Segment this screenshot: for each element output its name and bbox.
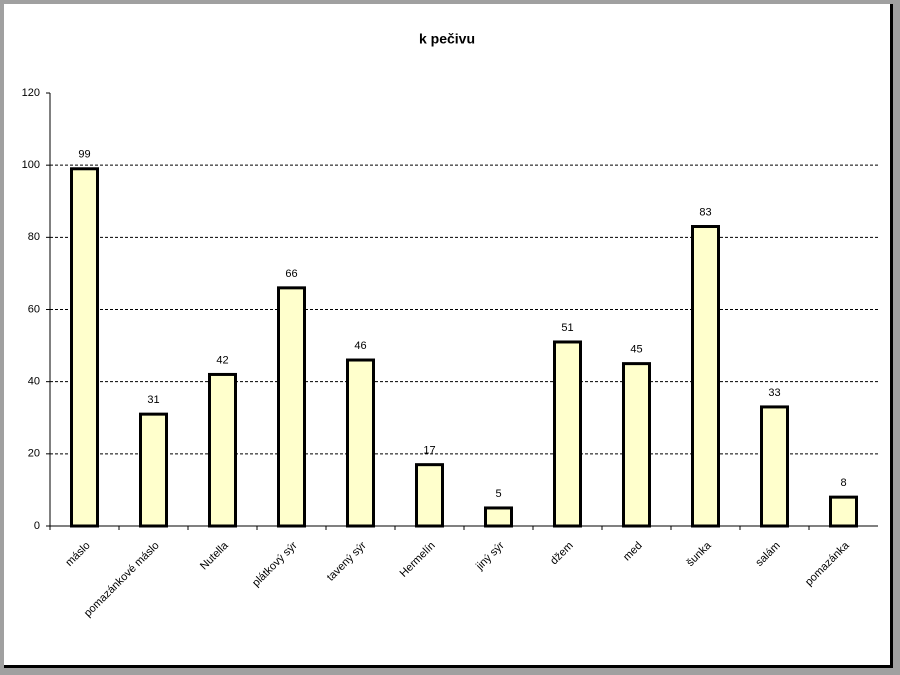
bar: [829, 495, 858, 528]
bar: [70, 167, 99, 528]
y-tick-label: 120: [22, 87, 40, 99]
bar: [346, 358, 375, 528]
value-label: 83: [699, 206, 711, 218]
bar: [691, 225, 720, 528]
bar: [139, 412, 168, 528]
frame-inner: [4, 4, 890, 665]
value-label: 17: [423, 445, 435, 457]
y-tick-label: 20: [28, 448, 40, 460]
bar: [622, 362, 651, 528]
value-label: 33: [768, 387, 780, 399]
bar: [484, 506, 513, 528]
bar: [208, 372, 237, 528]
value-label: 8: [840, 477, 846, 489]
y-tick-label: 80: [28, 231, 40, 243]
y-tick-label: 100: [22, 159, 40, 171]
value-label: 46: [354, 340, 366, 352]
y-tick-label: 0: [34, 520, 40, 532]
bar: [760, 405, 789, 528]
bar: [277, 286, 306, 528]
value-label: 31: [147, 394, 159, 406]
value-label: 99: [78, 149, 90, 161]
y-tick-label: 40: [28, 376, 40, 388]
value-label: 45: [630, 344, 642, 356]
chart-title: k pečivu: [419, 31, 475, 47]
value-label: 66: [285, 268, 297, 280]
bar: [415, 463, 444, 528]
bar: [553, 340, 582, 528]
y-tick-label: 60: [28, 303, 40, 315]
value-label: 5: [495, 488, 501, 500]
value-label: 51: [561, 322, 573, 334]
value-label: 42: [216, 354, 228, 366]
